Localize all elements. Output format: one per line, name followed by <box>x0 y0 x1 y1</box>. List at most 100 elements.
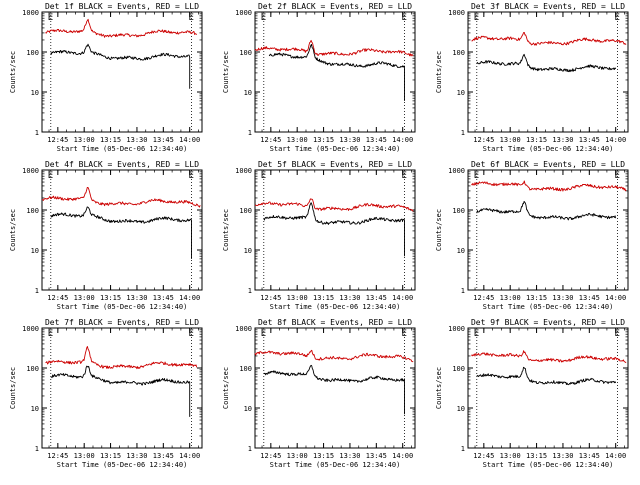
panel-8-frame <box>254 327 416 449</box>
panel-2-xtick-label: 13:45 <box>366 136 387 144</box>
panel-7-xlabel: Start Time (05-Dec-06 12:34:40) <box>57 461 188 469</box>
panel-9-xtick-label: 13:00 <box>500 452 521 460</box>
panel-4-xlabel: Start Time (05-Dec-06 12:34:40) <box>57 303 188 311</box>
panel-4-ytick-label: 1000 <box>22 167 39 175</box>
panel-1-title: Det 1f BLACK = Events, RED = LLD <box>45 2 199 11</box>
panel-6-xtick-label: 13:45 <box>579 294 600 302</box>
panel-8-xlabel: Start Time (05-Dec-06 12:34:40) <box>270 461 401 469</box>
panel-5-ytick-label: 100 <box>239 207 252 215</box>
panel-4-xtick-label: 13:45 <box>153 294 174 302</box>
panel-7-xtick-label: 13:30 <box>126 452 147 460</box>
panel-4-ylabel: Counts/sec <box>9 209 17 251</box>
panel-4-frame <box>41 169 203 291</box>
panel-9: Det 9f BLACK = Events, RED = LLD 1 10 100 10… <box>435 318 629 469</box>
panel-8-event-marker-label: E <box>261 329 266 339</box>
panel-8-ytick-label: 1000 <box>235 325 252 333</box>
panel-1-xtick-label: 13:15 <box>100 136 121 144</box>
panel-4-series-red-lld <box>41 186 201 208</box>
panel-2-xlabel: Start Time (05-Dec-06 12:34:40) <box>270 145 401 153</box>
panel-4-xtick-label: 12:45 <box>47 294 68 302</box>
panel-7-ytick-label: 100 <box>26 365 39 373</box>
panel-9-xlabel: Start Time (05-Dec-06 12:34:40) <box>483 461 614 469</box>
panel-9-series-black-events <box>476 366 617 386</box>
panel-6-series-red-lld <box>471 180 627 192</box>
panel-6-series-black-events <box>476 200 617 221</box>
panel-1-ytick-label: 1 <box>35 129 39 137</box>
panel-3-xtick-label: 14:00 <box>605 136 626 144</box>
panel-5-ytick-label: 10 <box>244 247 252 255</box>
panel-5-xtick-label: 13:15 <box>313 294 334 302</box>
panel-3-event-marker-label: E <box>474 13 479 23</box>
panel-8-series-red-lld <box>254 349 414 363</box>
panel-6-xtick-label: 13:00 <box>500 294 521 302</box>
panel-1-xtick-label: 14:00 <box>179 136 200 144</box>
panel-7-xtick-label: 12:45 <box>47 452 68 460</box>
panel-8-xtick-label: 14:00 <box>392 452 413 460</box>
panel-2-event-marker-label: E <box>401 13 406 23</box>
panel-2-ytick-label: 1000 <box>235 9 252 17</box>
panel-7-series-black-events <box>50 365 191 417</box>
panel-1-ylabel: Counts/sec <box>9 51 17 93</box>
panel-9-ytick-label: 1000 <box>448 325 465 333</box>
panel-6-xtick-label: 12:45 <box>473 294 494 302</box>
panel-5-event-marker-label: E <box>401 171 406 181</box>
panel-9-ytick-label: 1 <box>461 445 465 453</box>
panel-5-xtick-label: 12:45 <box>260 294 281 302</box>
panel-3: Det 3f BLACK = Events, RED = LLD 1 10 100 10… <box>435 2 629 153</box>
panel-5-ytick-label: 1 <box>248 287 252 295</box>
panel-8-ytick-label: 1 <box>248 445 252 453</box>
panel-9-title: Det 9f BLACK = Events, RED = LLD <box>471 318 625 327</box>
panel-6-xlabel: Start Time (05-Dec-06 12:34:40) <box>483 303 614 311</box>
panel-8-xtick-label: 13:30 <box>339 452 360 460</box>
panel-7-xtick-label: 14:00 <box>179 452 200 460</box>
panel-7-event-marker-label: E <box>188 329 193 339</box>
panel-8-ytick-label: 100 <box>239 365 252 373</box>
panel-1-xtick-label: 13:45 <box>153 136 174 144</box>
panel-5-frame <box>254 169 416 291</box>
panel-4-ytick-label: 1 <box>35 287 39 295</box>
panel-4-ytick-label: 10 <box>31 247 39 255</box>
panel-3-xlabel: Start Time (05-Dec-06 12:34:40) <box>483 145 614 153</box>
panel-5-event-marker-label: E <box>261 171 266 181</box>
panel-5-xtick-label: 13:00 <box>287 294 308 302</box>
panel-2-event-marker-label: E <box>261 13 266 23</box>
panel-6-ylabel: Counts/sec <box>435 209 443 251</box>
panel-6-xtick-label: 13:30 <box>552 294 573 302</box>
panel-8-ylabel: Counts/sec <box>222 367 230 409</box>
panel-4-xtick-label: 13:15 <box>100 294 121 302</box>
panel-9-xtick-label: 13:30 <box>552 452 573 460</box>
panel-7-ytick-label: 10 <box>31 405 39 413</box>
panel-8-xtick-label: 12:45 <box>260 452 281 460</box>
panel-5-ytick-label: 1000 <box>235 167 252 175</box>
panel-1-ytick-label: 100 <box>26 49 39 57</box>
panel-9-series-red-lld <box>471 350 627 363</box>
panel-4-ytick-label: 100 <box>26 207 39 215</box>
panel-7: Det 7f BLACK = Events, RED = LLD 1 10 100 10… <box>9 318 203 469</box>
panel-5-ylabel: Counts/sec <box>222 209 230 251</box>
panel-4-xtick-label: 14:00 <box>179 294 200 302</box>
panel-2-series-red-lld <box>254 39 414 57</box>
panel-5-title: Det 5f BLACK = Events, RED = LLD <box>258 160 412 169</box>
panel-8-xtick-label: 13:00 <box>287 452 308 460</box>
panel-2-xtick-label: 14:00 <box>392 136 413 144</box>
panel-5-series-red-lld <box>254 198 414 212</box>
panel-3-event-marker-label: E <box>614 13 619 23</box>
panel-9-xtick-label: 14:00 <box>605 452 626 460</box>
panel-6-ytick-label: 10 <box>457 247 465 255</box>
panel-4-xtick-label: 13:30 <box>126 294 147 302</box>
panel-9-event-marker-label: E <box>474 329 479 339</box>
panel-7-xtick-label: 13:45 <box>153 452 174 460</box>
panel-1-series-black-events <box>50 43 191 89</box>
panel-9-ylabel: Counts/sec <box>435 367 443 409</box>
panel-1-xlabel: Start Time (05-Dec-06 12:34:40) <box>57 145 188 153</box>
panel-9-ytick-label: 100 <box>452 365 465 373</box>
panel-1-ytick-label: 1000 <box>22 9 39 17</box>
panel-9-xtick-label: 13:45 <box>579 452 600 460</box>
panel-5: Det 5f BLACK = Events, RED = LLD 1 10 100 10… <box>222 160 416 311</box>
panel-3-ytick-label: 1000 <box>448 9 465 17</box>
panel-2-title: Det 2f BLACK = Events, RED = LLD <box>258 2 412 11</box>
panel-7-xtick-label: 13:00 <box>74 452 95 460</box>
panel-1: Det 1f BLACK = Events, RED = LLD 1 10 100 10… <box>9 2 203 153</box>
panel-1-series-red-lld <box>45 18 198 38</box>
panel-8-xtick-label: 13:15 <box>313 452 334 460</box>
